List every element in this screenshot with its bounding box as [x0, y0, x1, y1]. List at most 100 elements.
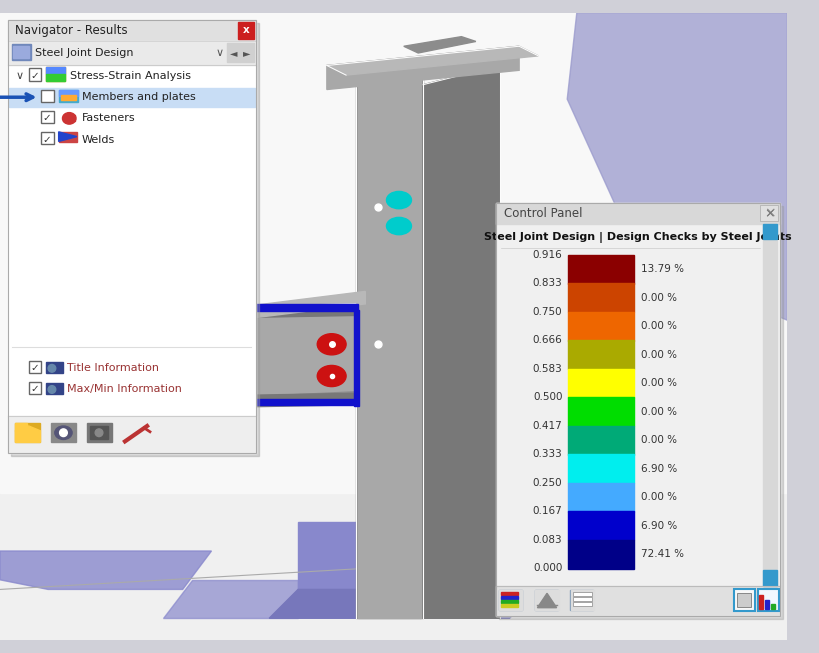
Ellipse shape	[317, 366, 346, 387]
Polygon shape	[423, 65, 500, 618]
Text: 0.750: 0.750	[533, 307, 563, 317]
Ellipse shape	[387, 217, 411, 234]
Bar	[763, 224, 776, 240]
Bar	[11, 44, 31, 59]
Polygon shape	[250, 304, 355, 317]
Text: 0.916: 0.916	[532, 250, 563, 260]
Polygon shape	[16, 426, 40, 442]
Bar	[358, 65, 421, 618]
Bar	[765, 600, 769, 609]
Bar	[16, 423, 27, 431]
Text: Steel Joint Design: Steel Joint Design	[34, 48, 133, 58]
FancyArrowPatch shape	[0, 94, 33, 101]
Text: 0.250: 0.250	[533, 478, 563, 488]
Text: 13.79 %: 13.79 %	[641, 264, 684, 274]
Text: Members and plates: Members and plates	[82, 92, 196, 103]
Polygon shape	[269, 590, 538, 618]
Text: x: x	[242, 25, 250, 35]
Bar	[61, 95, 76, 100]
Ellipse shape	[55, 426, 72, 439]
Bar	[573, 602, 592, 606]
Bar	[240, 43, 254, 61]
Bar	[501, 604, 518, 607]
Polygon shape	[250, 311, 355, 397]
Text: ✓: ✓	[43, 135, 52, 144]
Polygon shape	[250, 393, 355, 407]
Bar	[759, 595, 763, 609]
Polygon shape	[538, 503, 673, 590]
Text: 0.00 %: 0.00 %	[641, 321, 677, 331]
Bar	[568, 511, 634, 540]
Text: ✓: ✓	[43, 114, 52, 123]
Polygon shape	[537, 594, 557, 608]
Bar	[9, 88, 255, 107]
Text: 0.000: 0.000	[533, 564, 563, 573]
Text: 0.00 %: 0.00 %	[641, 349, 677, 360]
Bar	[763, 224, 776, 586]
Ellipse shape	[95, 429, 103, 437]
Bar	[250, 399, 358, 405]
Bar	[737, 594, 751, 607]
Bar	[535, 590, 558, 610]
Polygon shape	[404, 37, 476, 53]
Text: 0.583: 0.583	[532, 364, 563, 374]
Bar	[7, 20, 256, 453]
Ellipse shape	[62, 112, 76, 124]
Polygon shape	[252, 313, 354, 395]
Bar	[499, 590, 522, 610]
Bar	[568, 426, 634, 454]
Bar	[87, 423, 111, 442]
Polygon shape	[0, 551, 211, 590]
Text: ×: ×	[764, 207, 774, 220]
Text: 0.083: 0.083	[533, 535, 563, 545]
Bar	[7, 20, 256, 453]
Bar	[771, 604, 775, 609]
Bar	[16, 423, 40, 442]
Bar	[763, 570, 776, 586]
Text: 0.417: 0.417	[532, 421, 563, 431]
Bar	[59, 89, 78, 96]
Bar	[29, 360, 41, 373]
Bar	[760, 205, 778, 221]
Bar	[501, 596, 518, 599]
Bar	[41, 132, 54, 144]
Bar	[573, 592, 592, 596]
Bar	[355, 65, 423, 618]
Bar	[568, 369, 634, 398]
Bar	[496, 203, 780, 616]
Bar	[51, 423, 76, 442]
Bar	[354, 310, 359, 406]
Bar	[59, 89, 78, 102]
Ellipse shape	[60, 429, 67, 437]
Bar	[568, 397, 634, 426]
Bar	[46, 383, 63, 394]
Text: 0.833: 0.833	[532, 278, 563, 289]
Text: ×: ×	[764, 206, 776, 221]
Polygon shape	[250, 291, 365, 318]
Bar	[227, 43, 240, 61]
Polygon shape	[164, 580, 298, 618]
Text: ∨: ∨	[215, 48, 224, 58]
Bar	[7, 20, 256, 41]
Bar	[573, 597, 592, 601]
Text: 6.90 %: 6.90 %	[641, 520, 677, 530]
Bar	[46, 74, 66, 81]
Text: 0.00 %: 0.00 %	[641, 293, 677, 302]
Bar	[758, 590, 779, 611]
Bar	[238, 22, 254, 39]
Bar	[501, 600, 518, 603]
Bar	[568, 312, 634, 341]
Bar	[536, 590, 559, 610]
Bar	[496, 203, 780, 224]
Polygon shape	[59, 132, 77, 142]
Bar	[7, 41, 256, 65]
Bar	[90, 426, 107, 439]
Bar	[29, 382, 41, 394]
Bar	[46, 67, 66, 81]
Bar	[568, 255, 634, 284]
Bar	[41, 89, 54, 102]
Bar	[0, 12, 787, 493]
Text: 0.500: 0.500	[533, 392, 563, 402]
Text: Welds: Welds	[82, 135, 115, 144]
Polygon shape	[59, 132, 77, 142]
